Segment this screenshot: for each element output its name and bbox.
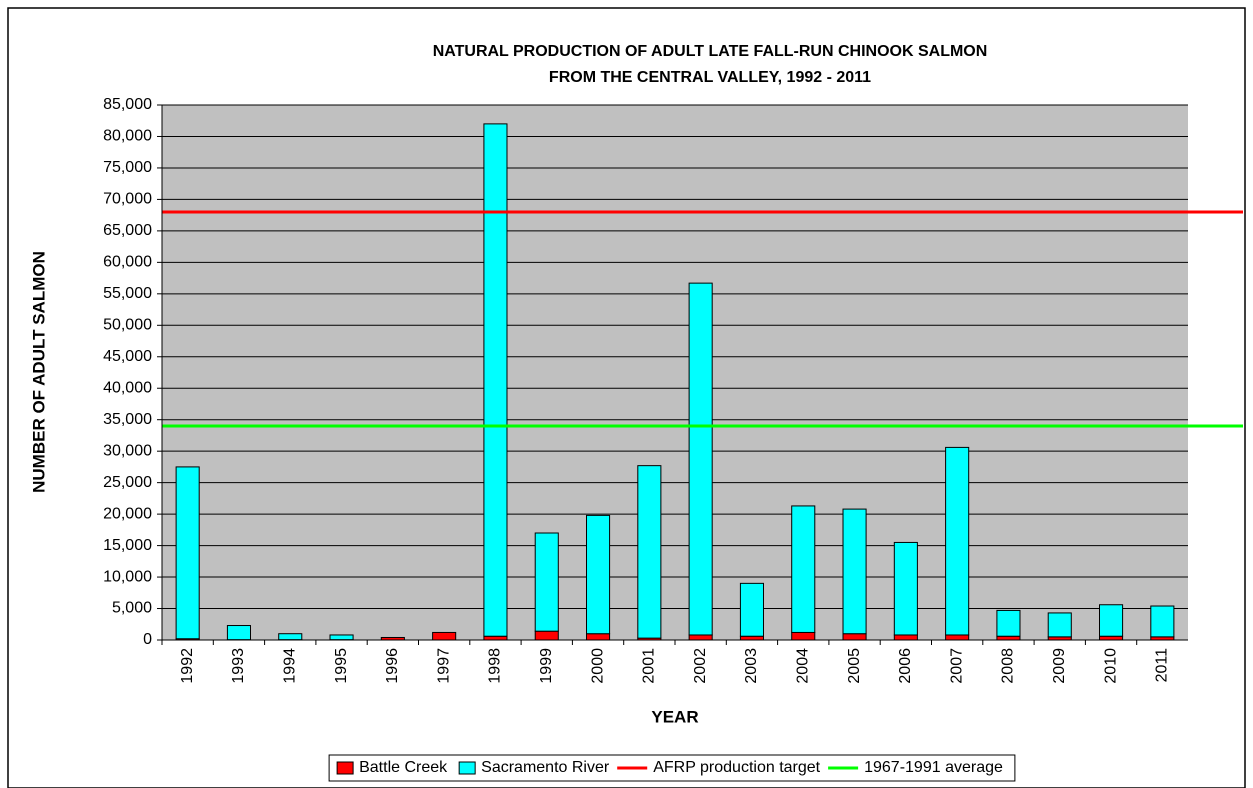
x-tick-label: 1997 (435, 648, 452, 684)
bar-segment (739, 582, 764, 637)
bar-segment (1047, 612, 1072, 638)
bar-segment (586, 633, 611, 641)
y-axis-title: NUMBER OF ADULT SALMON (29, 251, 48, 493)
x-tick-label: 2000 (589, 648, 606, 684)
x-tick-label: 2003 (743, 648, 760, 684)
y-tick-label: 55,000 (103, 285, 152, 302)
legend-label: AFRP production target (653, 759, 820, 776)
legend-swatch (458, 761, 476, 775)
x-tick-label: 1994 (281, 648, 298, 684)
bar-segment (739, 635, 764, 641)
bar-segment (1150, 605, 1175, 638)
bar-segment (893, 541, 918, 636)
x-tick-label: 1998 (487, 648, 504, 684)
legend-label: 1967-1991 average (864, 759, 1003, 776)
bar-segment (1099, 635, 1124, 641)
bar-segment (893, 634, 918, 641)
y-tick-label: 20,000 (103, 505, 152, 522)
y-tick-label: 5,000 (112, 600, 152, 617)
y-tick-label: 50,000 (103, 317, 152, 334)
x-tick-label: 1999 (538, 648, 555, 684)
bar-segment (842, 633, 867, 641)
y-tick-label: 30,000 (103, 442, 152, 459)
x-tick-label: 1995 (333, 648, 350, 684)
y-tick-label: 45,000 (103, 348, 152, 365)
bar-segment (1099, 604, 1124, 637)
x-tick-label: 2011 (1154, 648, 1171, 683)
x-tick-label: 2005 (846, 648, 863, 684)
y-tick-label: 65,000 (103, 222, 152, 239)
y-tick-label: 35,000 (103, 411, 152, 428)
chart-title: NATURAL PRODUCTION OF ADULT LATE FALL-RU… (433, 43, 988, 60)
bar-segment (534, 532, 559, 632)
bar-segment (791, 631, 816, 641)
x-tick-label: 2001 (641, 648, 658, 684)
y-tick-label: 25,000 (103, 474, 152, 491)
bar-segment (996, 609, 1021, 637)
bar-segment (175, 466, 200, 640)
y-tick-label: 15,000 (103, 537, 152, 554)
bar-segment (996, 635, 1021, 641)
legend-swatch (336, 761, 354, 775)
bar-segment (945, 634, 970, 641)
bar-segment (688, 282, 713, 636)
chart-subtitle: FROM THE CENTRAL VALLEY, 1992 - 2011 (549, 69, 871, 86)
bar-segment (226, 625, 251, 641)
x-tick-label: 1993 (230, 648, 247, 684)
y-tick-label: 75,000 (103, 159, 152, 176)
y-tick-label: 85,000 (103, 96, 152, 113)
y-tick-label: 70,000 (103, 191, 152, 208)
bar-segment (483, 123, 508, 637)
bar-segment (278, 633, 303, 641)
legend-label: Sacramento River (481, 759, 610, 776)
bar-segment (329, 634, 354, 641)
x-tick-label: 2006 (897, 648, 914, 684)
bar-segment (586, 514, 611, 635)
y-tick-label: 10,000 (103, 568, 152, 585)
bar-segment (483, 635, 508, 641)
x-tick-label: 2008 (1000, 648, 1017, 684)
y-tick-label: 60,000 (103, 254, 152, 271)
x-tick-label: 2009 (1051, 648, 1068, 684)
bar-segment (637, 465, 662, 639)
bar-segment (791, 505, 816, 633)
bar-segment (534, 630, 559, 641)
legend (328, 754, 1016, 782)
x-tick-label: 1996 (384, 648, 401, 684)
plot-area (162, 105, 1188, 640)
y-tick-label: 0 (143, 631, 152, 648)
bar-segment (688, 634, 713, 641)
bar-segment (842, 508, 867, 635)
y-tick-label: 40,000 (103, 379, 152, 396)
x-axis-title: YEAR (651, 707, 698, 726)
x-tick-label: 2010 (1102, 648, 1119, 684)
bar-segment (432, 631, 457, 641)
x-tick-label: 2002 (692, 648, 709, 684)
x-tick-label: 2007 (948, 648, 965, 684)
bar-segment (945, 446, 970, 636)
x-tick-label: 2004 (794, 648, 811, 684)
legend-label: Battle Creek (359, 759, 448, 776)
y-tick-label: 80,000 (103, 128, 152, 145)
x-tick-label: 1992 (179, 648, 196, 684)
